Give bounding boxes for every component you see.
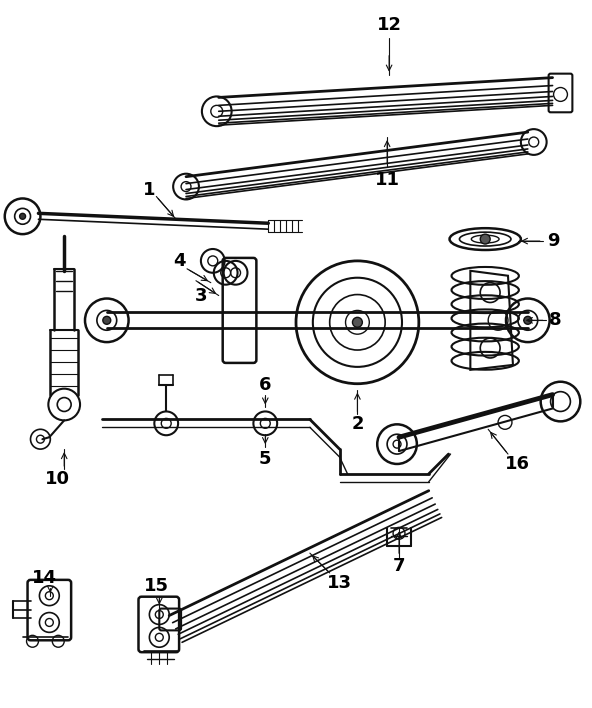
Text: 11: 11 [375,171,400,188]
Circle shape [524,316,532,324]
Text: 9: 9 [548,232,560,250]
Text: 14: 14 [32,569,57,587]
Circle shape [480,234,490,244]
Text: 3: 3 [195,287,207,304]
Text: 16: 16 [506,455,530,473]
Text: 6: 6 [259,376,272,394]
Text: 15: 15 [144,577,169,595]
Circle shape [352,317,362,327]
Text: 4: 4 [173,252,185,270]
Circle shape [20,213,25,219]
Text: 12: 12 [377,16,401,34]
Circle shape [103,316,111,324]
Text: 2: 2 [351,416,363,433]
Text: 8: 8 [549,312,562,329]
Text: 13: 13 [327,573,352,592]
Text: 1: 1 [143,181,156,198]
Text: 5: 5 [259,450,272,468]
Text: 7: 7 [392,557,406,575]
Text: 10: 10 [45,470,70,488]
